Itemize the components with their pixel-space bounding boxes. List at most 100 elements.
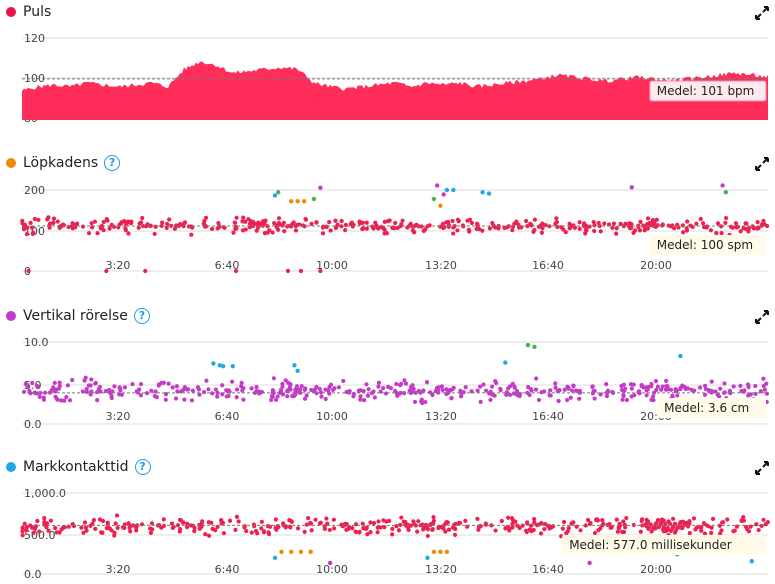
data-point xyxy=(324,516,329,521)
data-point xyxy=(350,224,355,229)
x-tick-label: 16:40 xyxy=(532,563,564,576)
data-point xyxy=(577,226,582,231)
data-point xyxy=(54,387,59,392)
data-point xyxy=(525,342,531,348)
data-point xyxy=(107,387,112,393)
data-point xyxy=(565,397,570,403)
data-point xyxy=(88,392,93,397)
data-point xyxy=(288,518,293,523)
data-point xyxy=(469,220,474,226)
data-point xyxy=(680,524,686,529)
data-point xyxy=(89,377,94,382)
data-point xyxy=(591,219,596,225)
data-point xyxy=(112,533,117,538)
data-point xyxy=(104,217,109,222)
data-point xyxy=(382,219,387,224)
data-point xyxy=(761,517,766,522)
data-point xyxy=(189,224,194,229)
help-icon[interactable]: ? xyxy=(133,308,150,324)
data-point xyxy=(723,220,728,225)
data-point xyxy=(592,388,597,394)
data-point xyxy=(610,225,615,230)
data-point xyxy=(313,517,318,522)
data-point xyxy=(731,529,736,534)
data-point xyxy=(230,379,235,384)
data-point xyxy=(431,196,437,202)
data-point xyxy=(758,389,763,394)
data-point xyxy=(436,385,441,390)
data-point xyxy=(314,391,319,396)
data-point xyxy=(206,387,211,392)
data-point xyxy=(759,223,764,228)
data-point xyxy=(685,219,690,224)
data-point xyxy=(410,383,415,388)
data-point xyxy=(733,221,739,226)
data-point xyxy=(166,381,171,386)
data-point xyxy=(553,385,558,390)
data-point xyxy=(440,221,445,226)
data-point xyxy=(759,523,764,529)
data-point xyxy=(425,533,430,539)
data-point xyxy=(668,387,674,392)
data-point xyxy=(24,527,29,533)
help-icon[interactable]: ? xyxy=(104,155,121,171)
data-point xyxy=(156,383,161,388)
data-point xyxy=(458,388,463,393)
data-point xyxy=(32,216,37,222)
expand-icon[interactable] xyxy=(755,6,769,20)
data-point xyxy=(393,220,398,226)
data-point xyxy=(642,522,648,527)
data-point xyxy=(568,395,573,400)
data-point xyxy=(331,526,337,531)
data-point xyxy=(376,384,381,389)
expand-icon[interactable] xyxy=(755,310,769,324)
data-point xyxy=(390,225,395,230)
data-point xyxy=(463,518,468,523)
data-point xyxy=(84,386,89,392)
data-point xyxy=(292,363,297,368)
data-point xyxy=(694,221,699,226)
data-point xyxy=(259,389,264,395)
data-point xyxy=(375,530,380,535)
data-point xyxy=(42,520,47,526)
data-point xyxy=(174,384,179,389)
data-point xyxy=(642,224,647,229)
data-point xyxy=(53,525,58,531)
data-point xyxy=(507,384,513,389)
data-point xyxy=(637,228,643,233)
data-point xyxy=(309,528,314,533)
data-point xyxy=(309,221,314,227)
data-point xyxy=(511,518,516,523)
data-point xyxy=(554,219,560,225)
data-point xyxy=(539,230,544,235)
data-point xyxy=(118,388,123,393)
data-point xyxy=(756,527,761,533)
data-point xyxy=(112,384,117,389)
data-point xyxy=(678,520,683,525)
expand-icon[interactable] xyxy=(755,461,769,475)
data-point xyxy=(583,523,588,528)
data-point xyxy=(59,398,64,403)
data-point xyxy=(609,525,614,530)
data-point xyxy=(738,383,743,388)
data-point xyxy=(124,221,129,227)
expand-icon[interactable] xyxy=(755,157,769,171)
data-point xyxy=(168,223,174,228)
x-tick-label: 10:00 xyxy=(316,563,348,576)
data-point xyxy=(540,221,545,226)
data-point xyxy=(282,229,287,234)
data-point xyxy=(577,220,582,225)
data-point xyxy=(638,529,643,534)
data-point xyxy=(234,514,240,520)
data-point xyxy=(728,224,734,229)
data-point xyxy=(161,517,166,522)
data-point xyxy=(415,529,420,534)
help-icon[interactable]: ? xyxy=(134,459,151,475)
data-point xyxy=(259,519,264,524)
data-point xyxy=(318,268,323,274)
data-point xyxy=(351,392,356,397)
data-point xyxy=(481,382,486,387)
data-point xyxy=(604,382,609,387)
data-point xyxy=(444,549,450,554)
data-point xyxy=(260,220,265,226)
